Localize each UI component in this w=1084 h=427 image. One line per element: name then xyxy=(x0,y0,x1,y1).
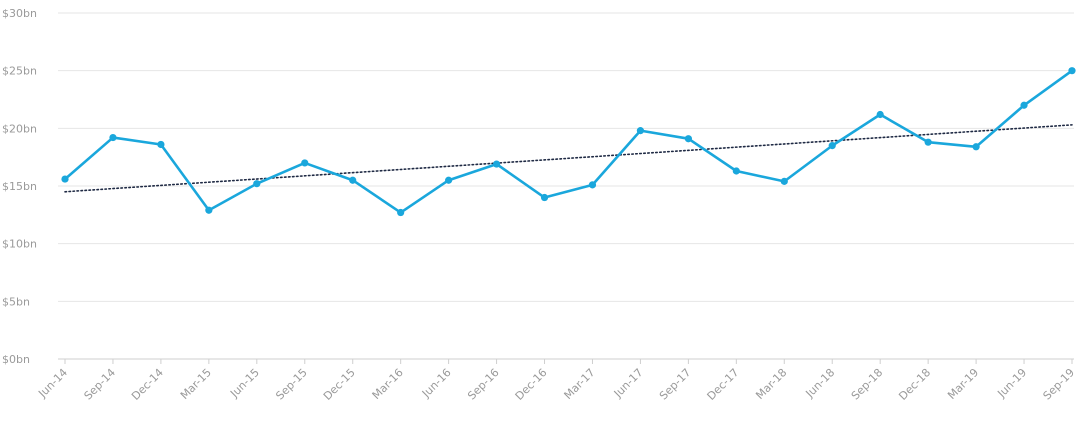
data-point xyxy=(445,176,453,184)
data-point xyxy=(924,138,932,146)
x-tick-label: Jun-19 xyxy=(994,366,1029,401)
data-point xyxy=(349,176,357,184)
y-tick-label: $25bn xyxy=(2,65,37,78)
trendline-layer xyxy=(64,124,1073,193)
x-tick-label: Sep-17 xyxy=(657,366,694,403)
y-tick-label: $10bn xyxy=(2,238,37,251)
series-layer xyxy=(61,67,1076,217)
x-tick-label: Sep-14 xyxy=(82,366,119,403)
y-tick-label: $20bn xyxy=(2,122,37,135)
x-tick-label: Sep-19 xyxy=(1041,366,1078,403)
data-point xyxy=(301,159,309,167)
data-point xyxy=(1020,101,1028,109)
data-point xyxy=(732,167,740,175)
data-point xyxy=(109,133,117,142)
x-tick-label: Mar-17 xyxy=(562,366,598,402)
x-tick-label: Jun-15 xyxy=(227,366,262,401)
x-tick-label: Mar-18 xyxy=(753,366,789,402)
data-point xyxy=(828,142,836,150)
x-tick-label: Dec-15 xyxy=(321,366,358,403)
x-tick-label: Sep-18 xyxy=(849,366,886,403)
x-tick-label: Mar-16 xyxy=(370,366,406,402)
x-tick-label: Mar-19 xyxy=(945,366,981,402)
x-tick-label: Sep-15 xyxy=(273,366,310,403)
data-point xyxy=(876,110,884,119)
x-tick-label: Dec-16 xyxy=(513,366,550,403)
x-tick-label: Jun-16 xyxy=(419,366,454,401)
data-point xyxy=(205,206,213,214)
data-point xyxy=(253,180,261,188)
data-point xyxy=(972,143,980,151)
x-axis: Jun-14 Sep-14 Dec-14 Mar-15 Jun-15 Sep-15 Dec-… xyxy=(35,359,1077,403)
y-tick-label: $30bn xyxy=(2,7,37,20)
x-tick-label: Dec-18 xyxy=(896,366,933,403)
x-tick-label: Jun-17 xyxy=(611,366,646,401)
series-line xyxy=(63,69,1074,214)
data-point xyxy=(157,140,165,149)
y-axis-ticks: $0bn $5bn $10bn $15bn $20bn $25bn $30bn xyxy=(2,7,37,366)
data-point xyxy=(588,181,597,189)
data-point xyxy=(636,127,645,135)
y-tick-label: $5bn xyxy=(2,295,30,308)
data-point xyxy=(780,177,788,185)
trendline xyxy=(64,124,1073,193)
grid-lines xyxy=(58,12,1074,360)
data-point xyxy=(540,193,549,202)
y-tick-label: $0bn xyxy=(2,353,30,366)
y-tick-label: $15bn xyxy=(2,180,37,193)
data-point xyxy=(61,175,69,183)
data-point xyxy=(397,208,405,217)
x-tick-label: Sep-16 xyxy=(465,366,502,403)
x-tick-label: Mar-15 xyxy=(178,366,214,402)
data-point xyxy=(1068,67,1076,75)
x-tick-label: Dec-17 xyxy=(704,366,741,403)
x-tick-label: Jun-14 xyxy=(35,366,70,401)
x-tick-label: Jun-18 xyxy=(803,366,838,401)
x-tick-label: Dec-14 xyxy=(129,366,166,403)
data-point xyxy=(684,135,692,143)
data-point xyxy=(492,160,501,168)
